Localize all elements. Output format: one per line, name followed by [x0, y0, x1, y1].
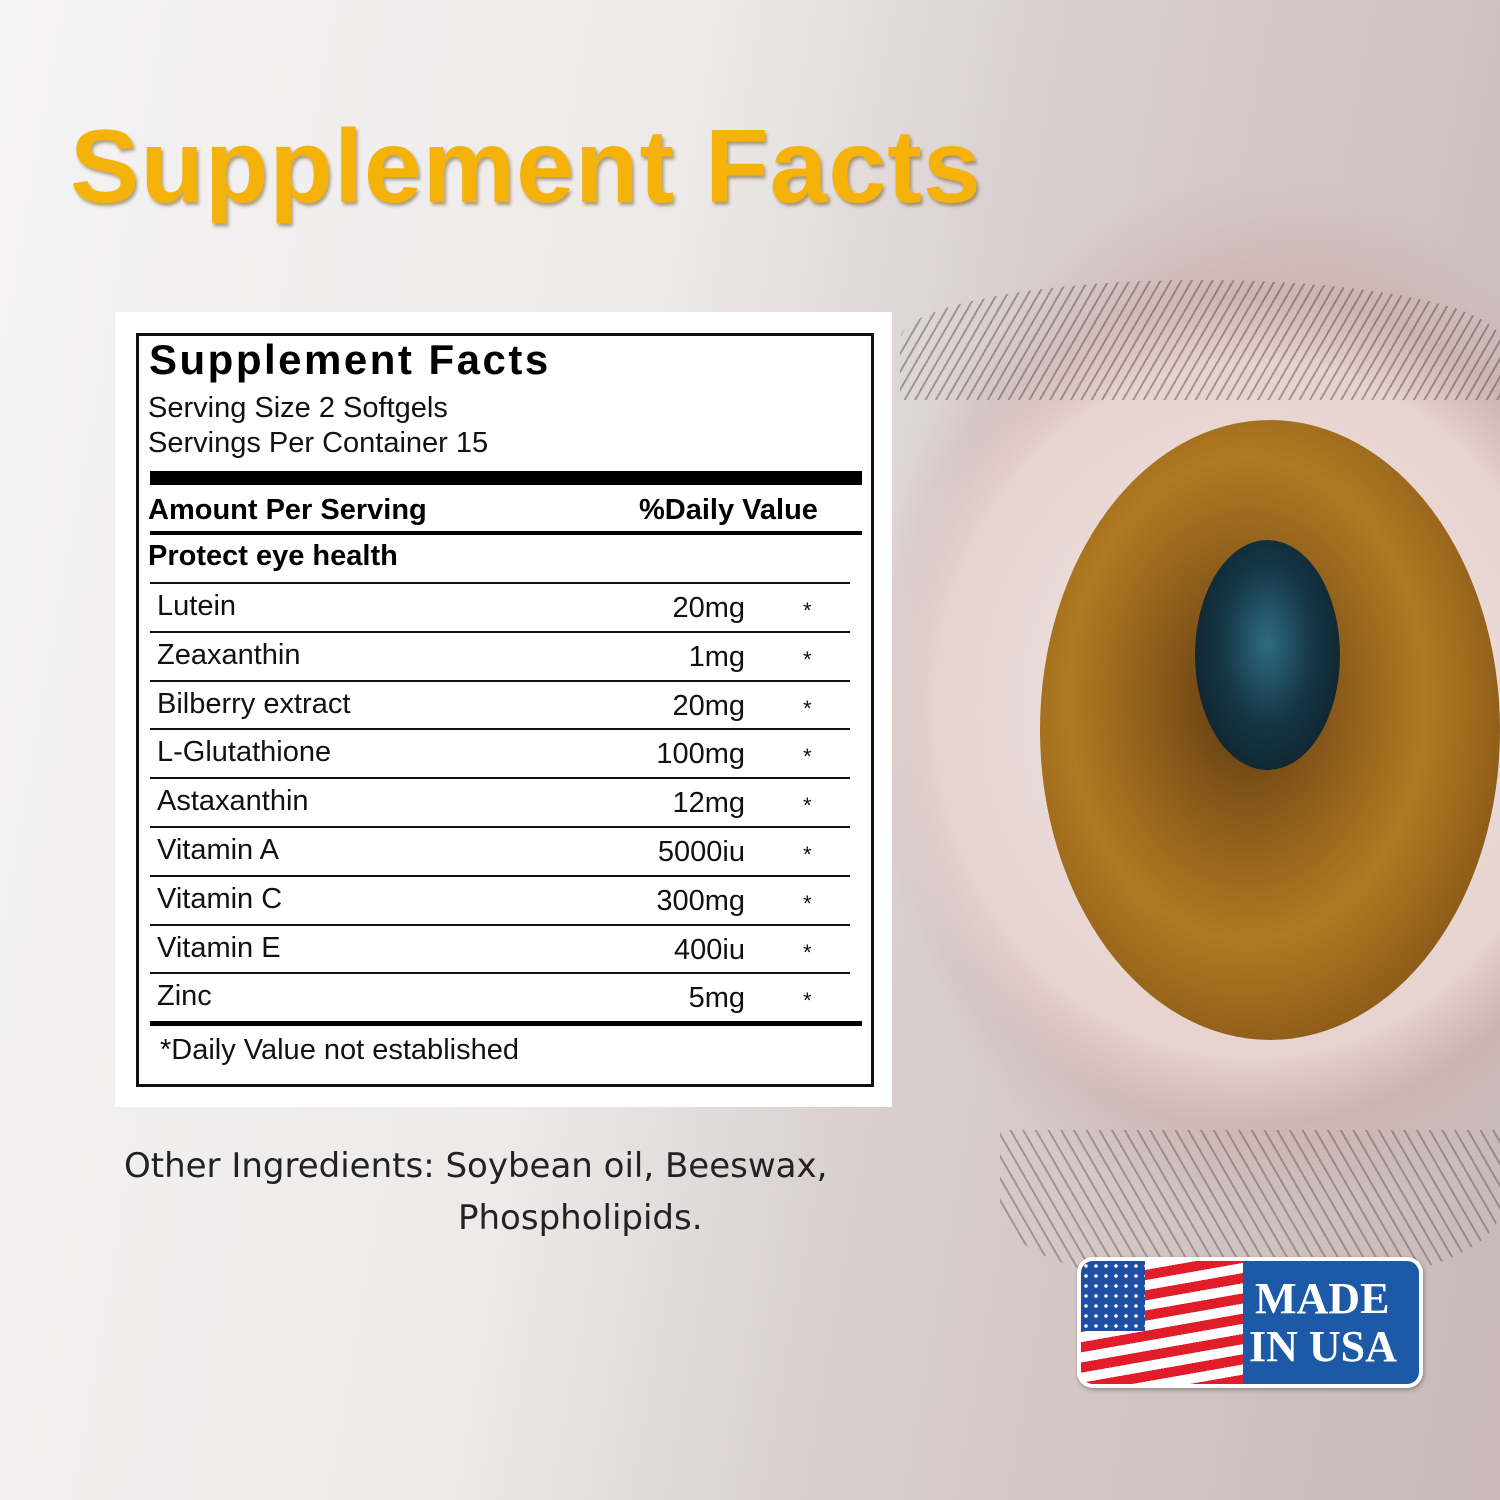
nutrient-row: Zinc 5mg * — [150, 972, 850, 1021]
daily-value-marker: * — [803, 988, 812, 1014]
daily-value-marker: * — [803, 646, 812, 672]
eye-pupil — [1195, 540, 1340, 770]
nutrient-name: Bilberry extract — [157, 687, 351, 720]
bottom-divider — [150, 1021, 862, 1026]
header-divider — [150, 531, 862, 535]
nutrient-amount: 400iu — [674, 933, 745, 966]
thick-divider — [150, 471, 862, 485]
nutrient-row: Zeaxanthin 1mg * — [150, 630, 850, 680]
badge-line2: IN USA — [1249, 1322, 1397, 1371]
nutrient-name: Vitamin A — [157, 834, 279, 866]
badge-text-panel: MADE IN USA — [1243, 1261, 1419, 1384]
daily-value-marker: * — [803, 939, 812, 965]
daily-value-marker: * — [803, 793, 812, 819]
servings-per-container: Servings Per Container 15 — [148, 427, 489, 459]
panel-heading: Supplement Facts — [149, 336, 551, 383]
page-title: Supplement Facts — [70, 109, 982, 225]
nutrient-amount: 1mg — [688, 640, 745, 673]
supplement-facts-panel: Supplement Facts Serving Size 2 Softgels… — [115, 312, 892, 1107]
nutrient-name: Zeaxanthin — [157, 638, 301, 671]
daily-value-marker: * — [803, 598, 812, 623]
flag-stars-icon — [1081, 1261, 1145, 1331]
daily-value-marker: * — [803, 842, 812, 867]
footnote: *Daily Value not established — [160, 1034, 519, 1066]
nutrient-row: Lutein 20mg * — [150, 582, 850, 631]
nutrient-name: Vitamin E — [157, 931, 281, 964]
nutrient-name: Zinc — [157, 980, 212, 1013]
section-label: Protect eye health — [148, 540, 398, 572]
daily-value-marker: * — [803, 744, 812, 770]
nutrient-row: L-Glutathione 100mg * — [150, 728, 850, 777]
nutrient-amount: 100mg — [656, 738, 745, 771]
daily-value-header: %Daily Value — [639, 494, 818, 526]
other-ingredients-line2: Phospholipids. — [458, 1198, 703, 1238]
nutrient-amount: 12mg — [672, 787, 745, 820]
panel-border — [136, 333, 874, 1087]
us-flag-icon — [1081, 1261, 1243, 1384]
nutrient-amount: 300mg — [656, 884, 745, 917]
daily-value-marker: * — [803, 890, 812, 916]
nutrient-amount: 20mg — [672, 592, 745, 624]
nutrient-row: Vitamin E 400iu * — [150, 923, 850, 973]
nutrient-name: Lutein — [157, 590, 237, 622]
nutrient-amount: 20mg — [672, 689, 745, 722]
upper-eyelashes — [900, 280, 1500, 400]
nutrient-name: Astaxanthin — [157, 785, 309, 818]
nutrient-row: Astaxanthin 12mg * — [150, 777, 850, 826]
other-ingredients-line1: Other Ingredients: Soybean oil, Beeswax, — [124, 1146, 828, 1186]
nutrient-name: Vitamin C — [157, 882, 283, 915]
nutrient-name: L-Glutathione — [157, 736, 332, 769]
made-in-usa-badge: MADE IN USA — [1077, 1257, 1423, 1388]
nutrient-row: Bilberry extract 20mg * — [150, 679, 850, 729]
nutrient-amount: 5000iu — [657, 836, 745, 868]
serving-size: Serving Size 2 Softgels — [148, 392, 448, 424]
nutrient-row: Vitamin C 300mg * — [150, 874, 850, 924]
badge-line1: MADE — [1255, 1274, 1390, 1323]
nutrient-row: Vitamin A 5000iu * — [150, 826, 850, 875]
nutrient-amount: 5mg — [688, 982, 745, 1015]
amount-per-serving-header: Amount Per Serving — [148, 494, 427, 526]
daily-value-marker: * — [803, 695, 812, 721]
